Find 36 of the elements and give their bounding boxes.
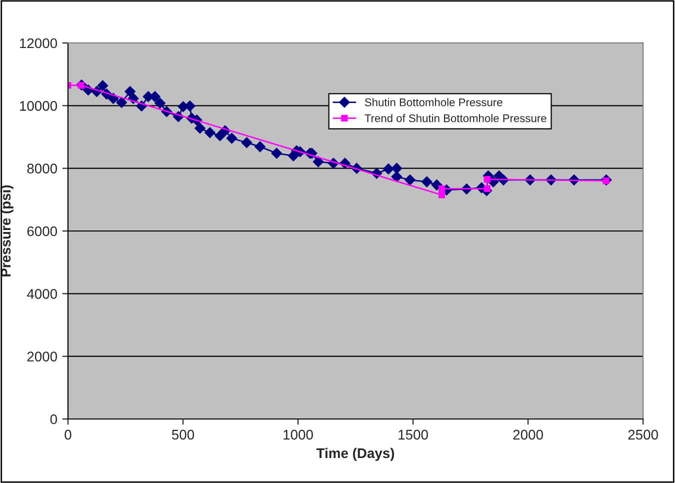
legend-label: Shutin Bottomhole Pressure — [364, 98, 502, 106]
x-axis-title: Time (Days) — [316, 448, 394, 461]
point — [241, 137, 252, 148]
point — [391, 162, 402, 174]
point — [484, 176, 490, 183]
point — [404, 174, 416, 186]
point — [116, 97, 127, 108]
point — [382, 164, 394, 174]
x-tick-label: 0 — [64, 430, 72, 440]
y-tick-label: 12000 — [20, 38, 58, 48]
x-tick-label: 2000 — [513, 430, 543, 440]
point — [391, 171, 402, 182]
y-axis-title: Pressure (psi) — [0, 185, 14, 276]
point — [97, 80, 108, 92]
point — [124, 86, 136, 97]
point — [226, 132, 238, 144]
x-tick-label: 2500 — [628, 430, 658, 440]
point — [194, 122, 206, 134]
y-tick-label: 8000 — [27, 164, 58, 174]
y-tick-label: 6000 — [27, 226, 58, 236]
point — [154, 98, 166, 109]
y-tick-label: 0 — [50, 414, 58, 424]
x-tick-label: 500 — [172, 430, 194, 440]
point — [271, 148, 282, 159]
x-tick-label: 1500 — [398, 430, 428, 440]
point — [204, 127, 216, 138]
y-tick-label: 2000 — [27, 352, 58, 362]
y-tick-label: 10000 — [20, 100, 58, 111]
point — [312, 156, 324, 168]
legend-label: Trend of Shutin Bottomhole Pressure — [364, 114, 546, 122]
x-tick-label: 1000 — [284, 430, 313, 440]
point — [421, 176, 432, 188]
point — [438, 185, 446, 192]
point — [438, 192, 446, 198]
y-tick-label: 4000 — [26, 289, 58, 299]
point — [254, 141, 266, 152]
